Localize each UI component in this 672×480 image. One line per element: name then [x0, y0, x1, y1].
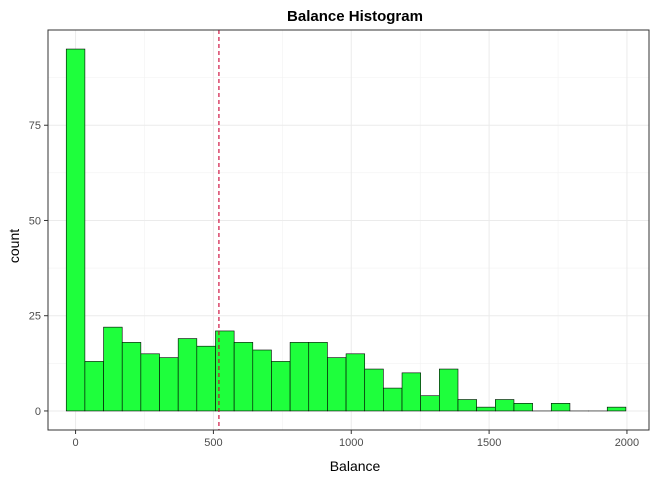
- histogram-bar: [401, 372, 421, 412]
- histogram-bar: [159, 357, 179, 412]
- y-tick-label: 75: [29, 120, 41, 132]
- x-tick-label: 1000: [339, 437, 363, 449]
- histogram-bar: [252, 349, 272, 412]
- histogram-bar: [476, 406, 496, 412]
- x-axis-label: Balance: [330, 458, 381, 474]
- x-tick-label: 500: [204, 437, 222, 449]
- histogram-bar: [308, 342, 328, 412]
- histogram-bar: [345, 353, 366, 412]
- histogram-bar: [457, 399, 477, 412]
- chart-title: Balance Histogram: [287, 8, 423, 25]
- histogram-bar: [65, 48, 86, 412]
- y-tick-label: 50: [29, 215, 41, 227]
- histogram-bar: [196, 345, 216, 412]
- panel-border: [47, 29, 650, 431]
- histogram-bar: [177, 338, 198, 412]
- histogram-bar: [271, 361, 291, 412]
- histogram-bar: [550, 403, 571, 412]
- histogram-bar: [140, 353, 160, 412]
- x-tick-label: 1500: [477, 437, 501, 449]
- histogram-bar: [439, 368, 459, 412]
- histogram-bar: [327, 357, 347, 412]
- y-axis: 0 25 50 75: [29, 120, 48, 418]
- histogram-bar: [121, 342, 142, 412]
- histogram-bar: [364, 368, 384, 412]
- x-axis: 0 500 1000 1500 2000: [73, 430, 639, 449]
- x-tick-label: 0: [73, 437, 79, 449]
- histogram-bar: [233, 342, 254, 412]
- histogram-bar: [383, 387, 403, 412]
- histogram-bar: [513, 403, 533, 412]
- x-tick-label: 2000: [615, 437, 639, 449]
- y-tick-label: 0: [35, 406, 41, 418]
- histogram-bar: [420, 395, 440, 412]
- y-tick-label: 25: [29, 311, 41, 323]
- bar-layer: [65, 48, 627, 412]
- histogram-bar: [289, 342, 310, 412]
- histogram-bar: [606, 406, 627, 412]
- histogram-bar: [215, 330, 235, 412]
- histogram-bar: [84, 361, 104, 412]
- y-axis-label: count: [6, 229, 22, 263]
- histogram-bar: [495, 399, 515, 412]
- histogram-bar: [103, 326, 123, 412]
